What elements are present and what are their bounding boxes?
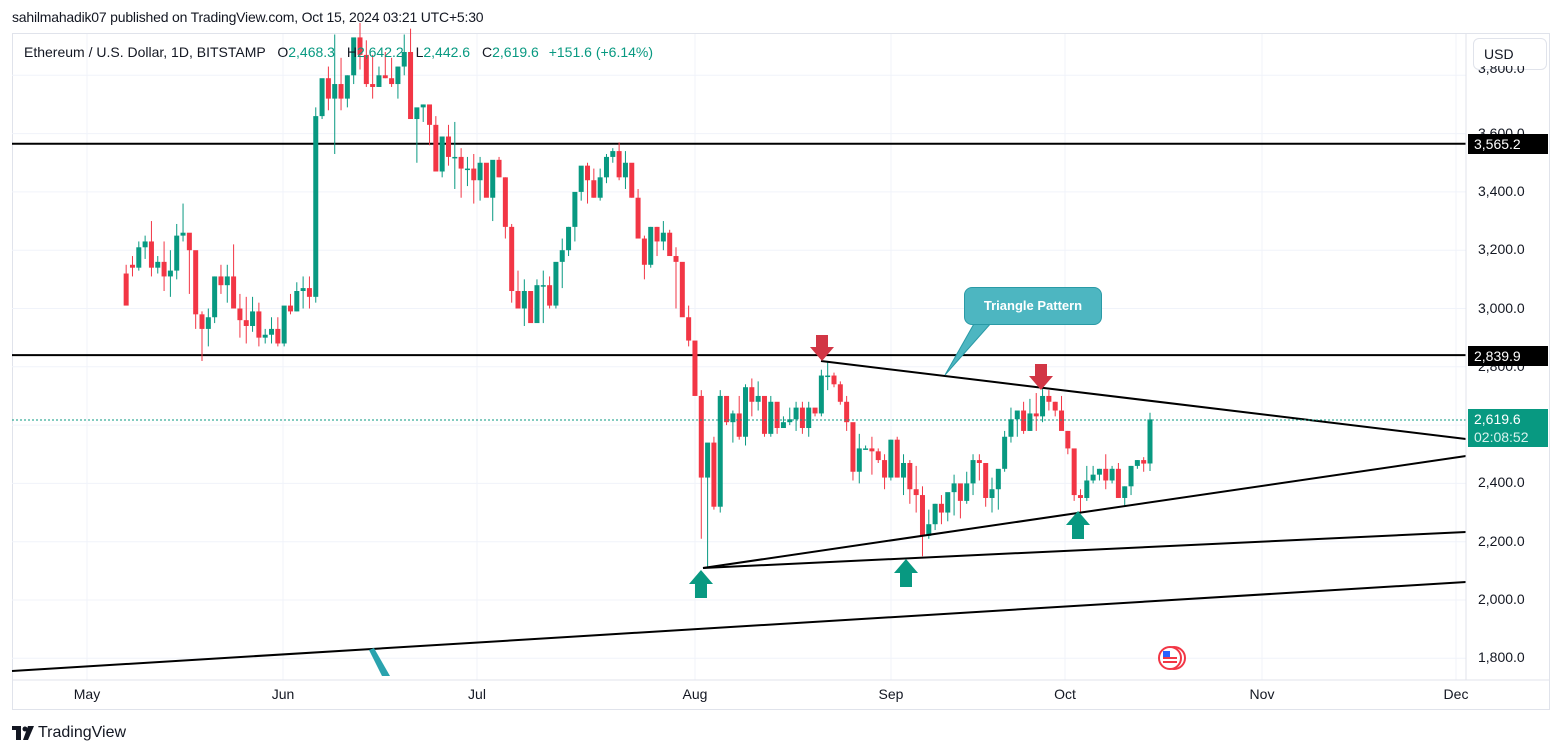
symbol-legend[interactable]: Ethereum / U.S. Dollar, 1D, BITSTAMP O2,… — [24, 44, 653, 60]
resistance-lower-label: 2,839.9 — [1468, 346, 1548, 366]
time-tick-jul: Jul — [468, 686, 486, 702]
price-tick: 3,000.0 — [1478, 299, 1525, 316]
time-tick-jun: Jun — [271, 686, 295, 702]
close-value: 2,619.6 — [492, 44, 539, 60]
close-label: C — [481, 44, 493, 60]
resistance-upper-label: 3,565.2 — [1468, 134, 1548, 154]
time-tick-oct: Oct — [1054, 686, 1076, 702]
time-tick-nov: Nov — [1249, 686, 1275, 702]
tradingview-branding[interactable]: TradingView — [12, 724, 126, 742]
trendlines — [11, 360, 1467, 672]
last-price-label: 2,619.6 02:08:52 — [1468, 409, 1548, 447]
triangle-pattern-callout[interactable]: Triangle Pattern — [964, 287, 1102, 325]
high-value: 2,642.2 — [356, 44, 404, 60]
symbol-name: Ethereum / U.S. Dollar, 1D, BITSTAMP — [24, 44, 266, 60]
price-tick: 3,800.0 — [1478, 66, 1525, 76]
low-value: 2,442.6 — [423, 44, 471, 60]
price-tick: 2,400.0 — [1478, 474, 1525, 491]
open-value: 2,468.3 — [288, 44, 335, 60]
time-tick-dec: Dec — [1443, 686, 1469, 702]
time-tick-may: May — [73, 686, 101, 702]
time-tick-aug: Aug — [682, 686, 708, 702]
bar-countdown: 02:08:52 — [1474, 429, 1529, 445]
high-label: H — [346, 44, 357, 60]
change-value: +151.6 (+6.14%) — [548, 44, 654, 60]
time-tick-sep: Sep — [878, 686, 904, 702]
currency-button[interactable]: USD — [1473, 38, 1547, 70]
chart-pane[interactable] — [12, 33, 1550, 710]
tradingview-logo-text: TradingView — [38, 724, 127, 741]
price-tick: 1,800.0 — [1478, 649, 1525, 666]
price-tick: 3,200.0 — [1478, 241, 1525, 258]
horizontal-levels — [12, 142, 1466, 357]
arrow-markers — [689, 335, 1090, 598]
tradingview-logo-icon — [12, 726, 34, 740]
price-tick: 2,200.0 — [1478, 532, 1525, 549]
price-tick: 3,400.0 — [1478, 182, 1525, 199]
us-economic-event-icon — [1158, 646, 1186, 670]
low-label: L — [415, 44, 424, 60]
publish-info: sahilmahadik07 published on TradingView.… — [12, 9, 484, 25]
last-price-value: 2,619.6 — [1474, 411, 1521, 427]
chart-grid — [12, 34, 1466, 680]
price-tick: 2,000.0 — [1478, 591, 1525, 607]
callout-pointer-secondary — [369, 648, 390, 676]
candlesticks — [123, 22, 1153, 568]
open-label: O — [277, 44, 289, 60]
